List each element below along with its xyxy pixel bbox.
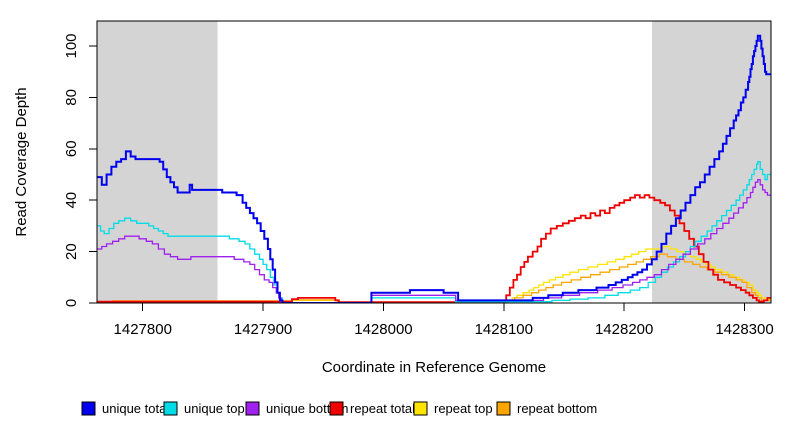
legend-label: unique bottom — [266, 401, 348, 416]
legend-label: unique top — [184, 401, 245, 416]
legend: unique total unique top unique bottom repea… — [81, 401, 597, 416]
legend-item-unique-total: unique total — [81, 401, 169, 416]
legend-swatch-unique-top — [163, 401, 178, 416]
legend-swatch-repeat-bottom — [496, 401, 511, 416]
y-tick-label: 40 — [63, 192, 80, 209]
legend-item-repeat-top: repeat top — [413, 401, 493, 416]
y-tick-label: 0 — [63, 299, 80, 307]
legend-item-repeat-bottom: repeat bottom — [496, 401, 597, 416]
x-axis-label: Coordinate in Reference Genome — [322, 359, 546, 376]
legend-swatch-unique-total — [81, 401, 96, 416]
series-line-unique-bottom — [97, 178, 771, 303]
legend-item-repeat-total: repeat total — [329, 401, 415, 416]
axis-tick-labels: 1427800 1427900 1428000 1428100 1428200 14283… — [63, 33, 774, 338]
legend-label: repeat bottom — [517, 401, 597, 416]
x-tick-label: 1427800 — [114, 321, 172, 338]
y-tick-label: 20 — [63, 243, 80, 260]
y-axis-label: Read Coverage Depth — [13, 87, 30, 236]
y-tick-label: 60 — [63, 140, 80, 157]
legend-item-unique-bottom: unique bottom — [245, 401, 348, 416]
axis-ticks — [89, 45, 746, 311]
x-tick-label: 1428200 — [595, 321, 653, 338]
y-tick-label: 80 — [63, 89, 80, 106]
x-tick-label: 1428300 — [715, 321, 773, 338]
legend-swatch-repeat-top — [413, 401, 428, 416]
legend-label: unique total — [102, 401, 169, 416]
plot-border — [96, 20, 772, 304]
legend-label: repeat total — [350, 401, 415, 416]
legend-label: repeat top — [434, 401, 493, 416]
shaded-region — [97, 21, 218, 303]
y-tick-label: 100 — [63, 33, 80, 58]
legend-item-unique-top: unique top — [163, 401, 245, 416]
series-line-repeat-total — [97, 194, 771, 303]
series-line-unique-total — [97, 34, 771, 303]
x-tick-label: 1427900 — [234, 321, 292, 338]
shaded-regions — [97, 21, 771, 303]
x-tick-label: 1428100 — [475, 321, 533, 338]
series-line-repeat-bottom — [97, 253, 771, 303]
x-tick-label: 1428000 — [354, 321, 412, 338]
data-series-lines — [97, 34, 771, 303]
legend-swatch-repeat-total — [329, 401, 344, 416]
series-line-unique-top — [97, 161, 771, 303]
legend-swatch-unique-bottom — [245, 401, 260, 416]
